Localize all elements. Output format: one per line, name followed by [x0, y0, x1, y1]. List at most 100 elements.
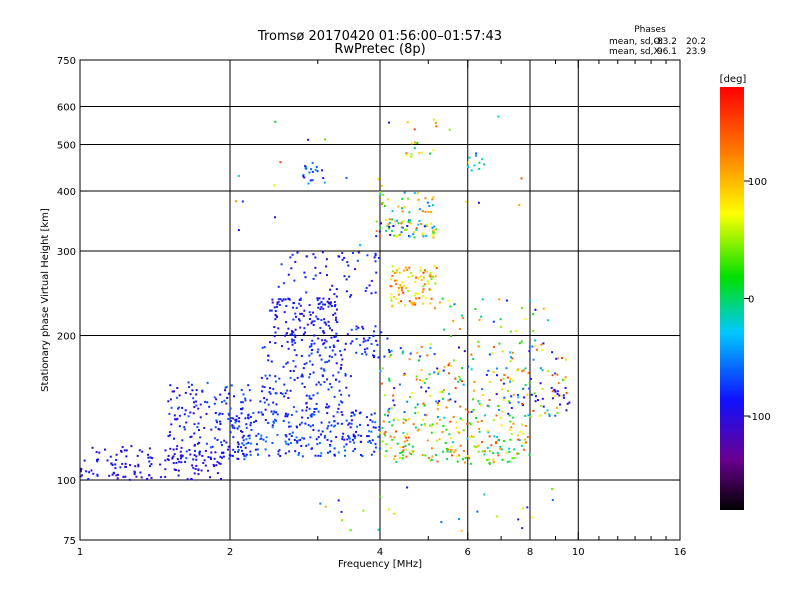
- data-point: [319, 502, 322, 505]
- data-point: [429, 152, 431, 155]
- data-point: [541, 397, 544, 400]
- data-point: [230, 417, 233, 420]
- data-point: [409, 219, 412, 222]
- data-point: [188, 386, 191, 388]
- data-point: [429, 302, 432, 305]
- data-point: [281, 392, 284, 395]
- data-point: [216, 421, 219, 424]
- data-point: [325, 403, 328, 406]
- data-point: [247, 441, 250, 444]
- data-point: [445, 447, 448, 450]
- data-point: [390, 407, 393, 410]
- data-point: [350, 422, 353, 425]
- data-point: [540, 343, 543, 346]
- data-point: [333, 346, 336, 348]
- data-point: [195, 455, 198, 458]
- data-point: [279, 455, 282, 457]
- data-point: [264, 448, 267, 451]
- data-point: [196, 442, 199, 445]
- data-point: [314, 266, 317, 269]
- data-point: [327, 305, 330, 308]
- data-point: [164, 475, 167, 478]
- data-point: [369, 419, 372, 422]
- data-point: [284, 452, 287, 455]
- data-point: [347, 434, 350, 437]
- data-point: [80, 474, 83, 477]
- data-point: [402, 418, 405, 421]
- data-point: [408, 235, 411, 238]
- data-point: [427, 282, 430, 285]
- data-point: [167, 400, 170, 403]
- data-point: [377, 528, 380, 531]
- data-point: [469, 436, 472, 438]
- data-point: [355, 351, 358, 354]
- data-point: [315, 438, 318, 441]
- colorbar-label: [deg]: [720, 74, 747, 85]
- data-point: [273, 410, 276, 413]
- data-point: [366, 416, 368, 419]
- data-point: [189, 411, 192, 414]
- data-point: [183, 428, 186, 431]
- data-point: [325, 340, 328, 343]
- data-point: [318, 442, 321, 444]
- data-point: [454, 387, 457, 390]
- data-point: [388, 349, 390, 351]
- stats-o-mean: -83.2: [654, 37, 677, 47]
- data-point: [510, 395, 513, 398]
- data-point: [342, 432, 345, 435]
- data-point: [265, 398, 268, 401]
- data-point: [295, 436, 298, 439]
- data-point: [195, 464, 198, 467]
- data-point: [295, 315, 297, 318]
- data-point: [388, 121, 390, 124]
- data-point: [199, 403, 202, 406]
- data-point: [290, 414, 293, 416]
- data-point: [420, 423, 423, 426]
- data-point: [568, 401, 571, 404]
- data-point: [460, 529, 463, 532]
- data-point: [551, 397, 554, 400]
- data-point: [424, 269, 426, 272]
- data-point: [303, 309, 306, 312]
- data-point: [192, 466, 195, 469]
- data-point: [90, 469, 93, 472]
- data-point: [556, 412, 559, 415]
- data-point: [204, 449, 207, 452]
- data-point: [96, 474, 99, 477]
- data-point: [341, 435, 344, 438]
- data-point: [510, 407, 513, 409]
- data-point: [274, 380, 277, 383]
- data-point: [435, 400, 438, 403]
- data-point: [406, 268, 409, 271]
- data-point: [417, 428, 420, 431]
- data-point: [305, 401, 308, 404]
- data-point: [277, 301, 280, 304]
- data-point: [395, 430, 397, 433]
- x-tick-label: 2: [227, 547, 233, 558]
- data-point: [219, 423, 222, 425]
- data-point: [340, 363, 343, 366]
- data-point: [399, 285, 402, 288]
- data-point: [402, 431, 405, 434]
- data-point: [191, 464, 194, 467]
- data-point: [313, 413, 316, 416]
- data-point: [438, 370, 440, 372]
- data-point: [510, 426, 513, 429]
- data-point: [511, 357, 514, 360]
- data-point: [426, 354, 429, 357]
- data-point: [518, 439, 521, 442]
- data-point: [537, 399, 539, 402]
- data-point: [421, 418, 424, 421]
- data-point: [299, 312, 302, 315]
- data-point: [187, 381, 190, 384]
- data-point: [406, 486, 409, 489]
- data-point: [403, 372, 406, 375]
- data-point: [80, 467, 83, 470]
- data-point: [279, 298, 282, 301]
- data-point: [541, 348, 544, 351]
- data-point: [240, 446, 242, 449]
- data-point: [185, 421, 188, 424]
- data-point: [481, 394, 484, 396]
- data-point: [293, 334, 296, 337]
- data-point: [496, 367, 498, 370]
